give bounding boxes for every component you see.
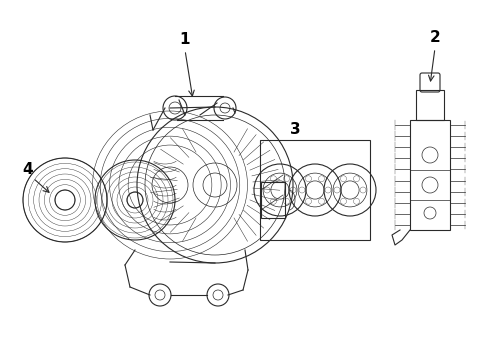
Bar [416,90,444,120]
Text: 1: 1 [180,32,190,48]
Bar [260,140,370,240]
Text: 3: 3 [290,122,300,138]
Text: 2: 2 [430,31,441,45]
Bar [261,182,285,218]
Text: 4: 4 [23,162,33,177]
Bar [410,120,450,230]
